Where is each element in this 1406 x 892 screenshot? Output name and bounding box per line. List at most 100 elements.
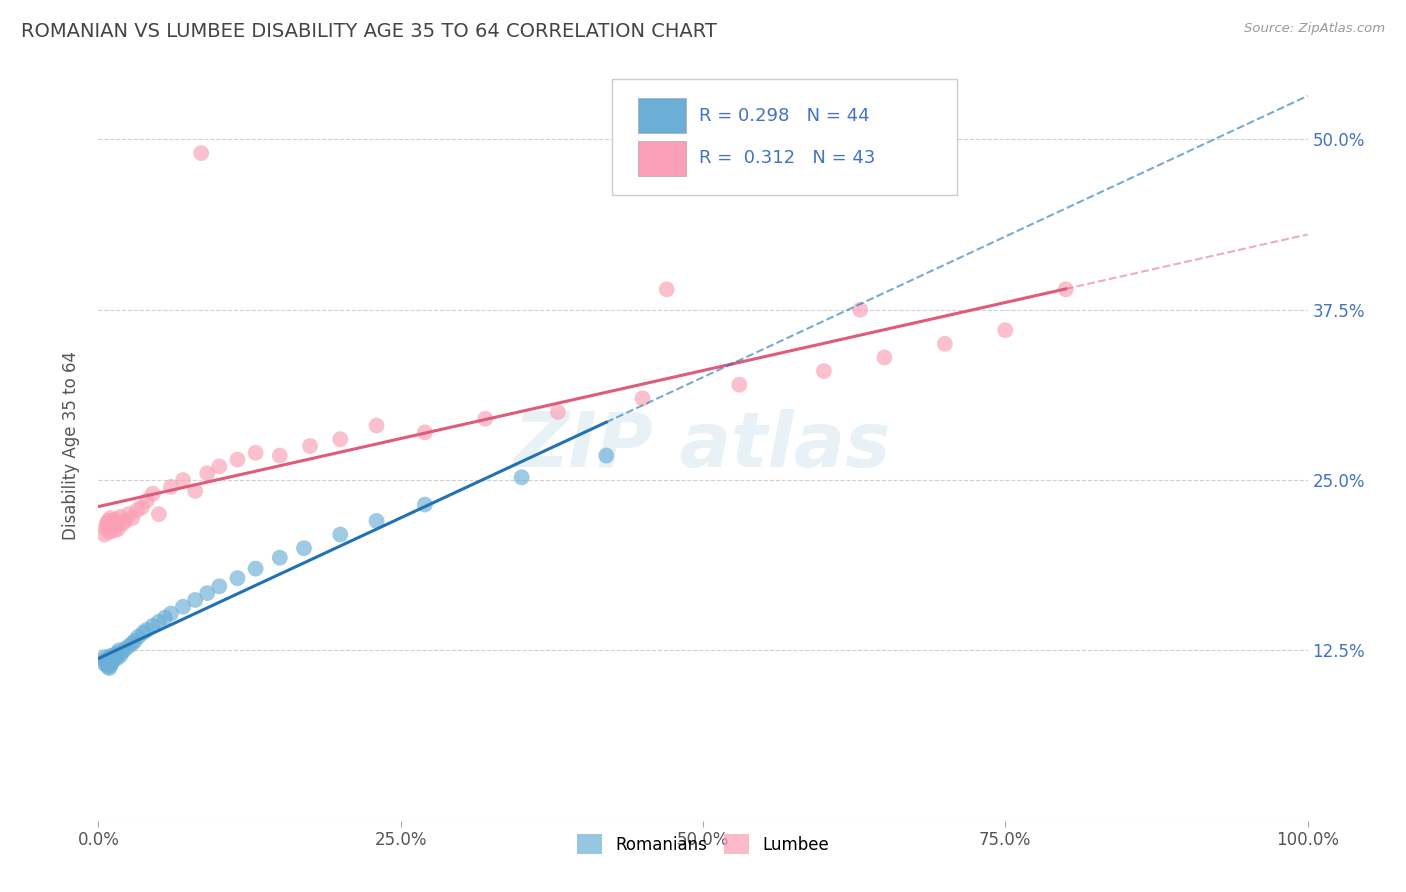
Point — [100, 656, 122, 670]
Point — [104, 512, 127, 526]
Point — [510, 470, 533, 484]
Point — [329, 432, 352, 446]
Point — [195, 467, 218, 481]
Point — [93, 657, 115, 671]
Point — [108, 643, 131, 657]
Point — [160, 480, 183, 494]
Point — [366, 418, 388, 433]
Point — [142, 619, 165, 633]
Point — [195, 586, 218, 600]
Point — [934, 336, 956, 351]
Point — [172, 473, 194, 487]
Point — [148, 507, 170, 521]
Point — [114, 642, 136, 657]
Point — [127, 630, 149, 644]
Point — [94, 521, 117, 535]
FancyBboxPatch shape — [613, 78, 957, 195]
Point — [103, 650, 125, 665]
Point — [1054, 282, 1077, 296]
Legend: Romanians, Lumbee: Romanians, Lumbee — [571, 828, 835, 861]
Point — [104, 648, 127, 662]
Point — [190, 146, 212, 161]
Point — [153, 610, 176, 624]
Point — [292, 541, 315, 556]
Point — [100, 519, 122, 533]
Point — [108, 509, 131, 524]
Point — [142, 486, 165, 500]
Point — [269, 550, 291, 565]
Point — [413, 498, 436, 512]
Point — [135, 493, 157, 508]
Point — [269, 449, 291, 463]
Point — [93, 650, 115, 665]
Point — [107, 646, 129, 660]
Point — [245, 446, 267, 460]
Point — [728, 377, 751, 392]
Text: ZIP atlas: ZIP atlas — [515, 409, 891, 483]
Point — [97, 656, 120, 670]
Point — [873, 351, 896, 365]
Text: R = 0.298   N = 44: R = 0.298 N = 44 — [699, 106, 870, 125]
Point — [105, 518, 128, 533]
Point — [93, 527, 115, 541]
Point — [413, 425, 436, 440]
Point — [98, 661, 121, 675]
Point — [101, 516, 124, 530]
Point — [329, 527, 352, 541]
Point — [105, 651, 128, 665]
Point — [118, 640, 141, 654]
Point — [100, 511, 122, 525]
Point — [366, 514, 388, 528]
Point — [96, 657, 118, 671]
Point — [245, 561, 267, 575]
Point — [132, 625, 155, 640]
Point — [148, 615, 170, 629]
Point — [631, 392, 654, 406]
Point — [160, 607, 183, 621]
Point — [547, 405, 569, 419]
Text: R =  0.312   N = 43: R = 0.312 N = 43 — [699, 149, 876, 168]
FancyBboxPatch shape — [638, 141, 686, 176]
Point — [135, 623, 157, 637]
Point — [108, 648, 131, 663]
Point — [103, 524, 125, 538]
Point — [97, 514, 120, 528]
FancyBboxPatch shape — [638, 98, 686, 133]
Point — [813, 364, 835, 378]
Point — [184, 483, 207, 498]
Point — [299, 439, 322, 453]
Point — [124, 633, 146, 648]
Point — [127, 503, 149, 517]
Point — [131, 500, 153, 515]
Point — [118, 507, 141, 521]
Point — [114, 514, 136, 528]
Point — [184, 593, 207, 607]
Point — [121, 511, 143, 525]
Point — [172, 599, 194, 614]
Point — [107, 522, 129, 536]
Point — [111, 516, 134, 531]
Point — [98, 651, 121, 665]
Point — [208, 459, 231, 474]
Point — [121, 636, 143, 650]
Point — [994, 323, 1017, 337]
Point — [595, 449, 617, 463]
Point — [208, 579, 231, 593]
Point — [111, 645, 134, 659]
Point — [101, 653, 124, 667]
Point — [100, 648, 122, 663]
Point — [93, 653, 115, 667]
Point — [655, 282, 678, 296]
Point — [226, 571, 249, 585]
Point — [97, 659, 120, 673]
Point — [226, 452, 249, 467]
Point — [100, 658, 122, 673]
Text: ROMANIAN VS LUMBEE DISABILITY AGE 35 TO 64 CORRELATION CHART: ROMANIAN VS LUMBEE DISABILITY AGE 35 TO … — [21, 22, 717, 41]
Point — [474, 411, 496, 425]
Point — [96, 516, 118, 531]
Text: Source: ZipAtlas.com: Source: ZipAtlas.com — [1244, 22, 1385, 36]
Point — [98, 524, 121, 539]
Y-axis label: Disability Age 35 to 64: Disability Age 35 to 64 — [62, 351, 80, 541]
Point — [96, 654, 118, 668]
Point — [849, 302, 872, 317]
